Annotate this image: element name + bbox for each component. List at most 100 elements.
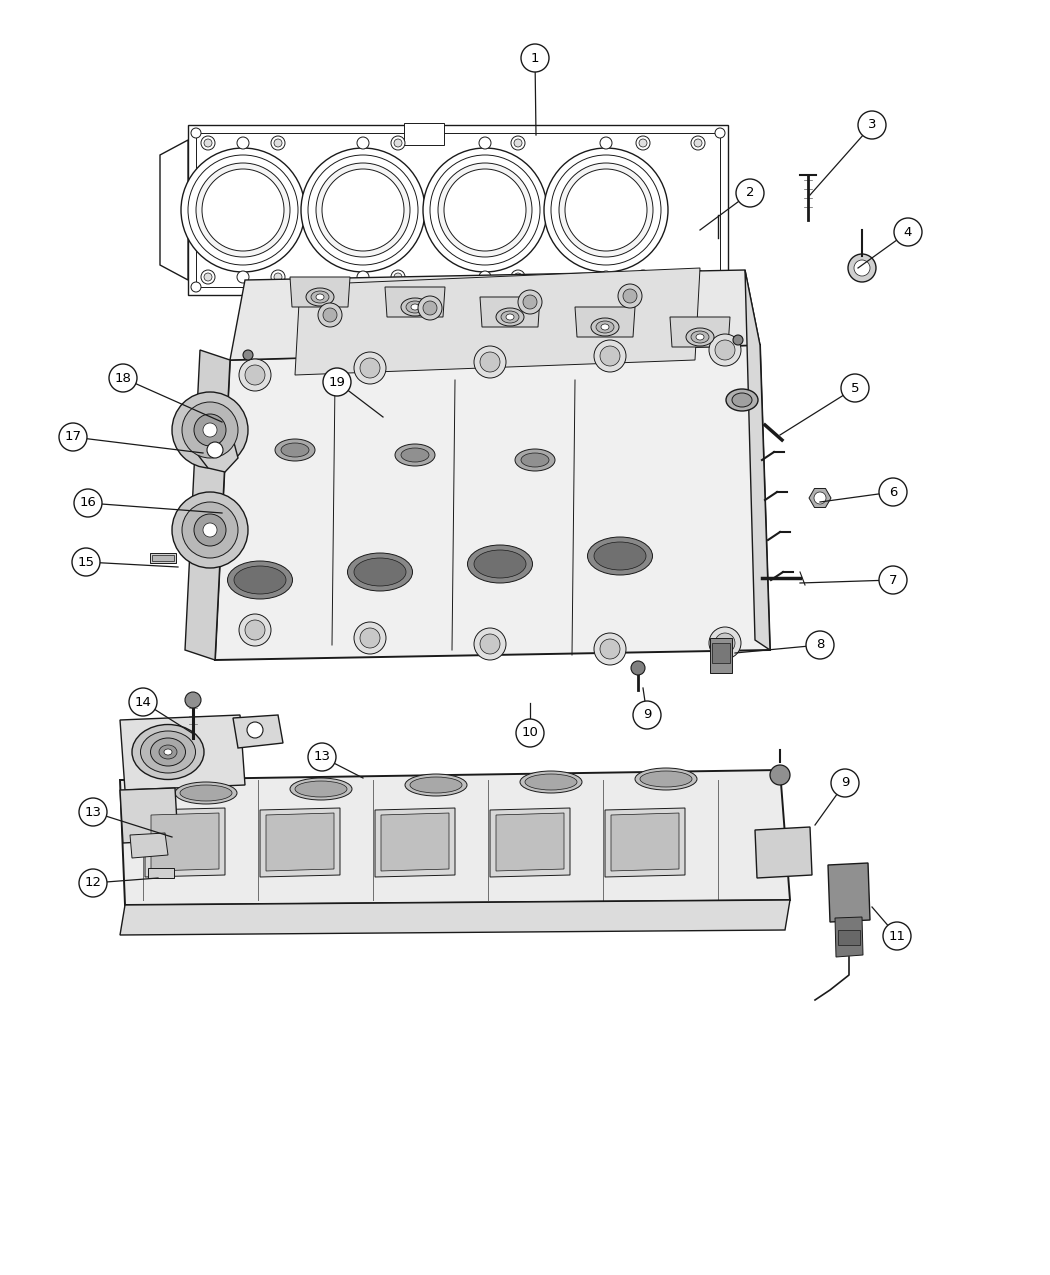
Text: 16: 16 (80, 496, 97, 510)
Ellipse shape (405, 774, 467, 796)
Text: 7: 7 (888, 574, 898, 586)
Circle shape (109, 363, 136, 391)
Circle shape (600, 346, 620, 366)
Circle shape (203, 423, 217, 437)
Ellipse shape (514, 449, 555, 470)
Circle shape (883, 922, 911, 950)
Ellipse shape (306, 288, 334, 306)
Circle shape (360, 629, 380, 648)
Circle shape (709, 627, 741, 659)
Circle shape (423, 301, 437, 315)
Circle shape (879, 566, 907, 594)
Circle shape (59, 423, 87, 451)
Ellipse shape (686, 328, 714, 346)
Text: 13: 13 (84, 806, 102, 819)
Circle shape (841, 374, 869, 402)
Polygon shape (381, 813, 449, 871)
Polygon shape (145, 808, 225, 877)
Circle shape (274, 273, 282, 281)
Circle shape (245, 365, 265, 385)
Bar (838, 929, 860, 945)
Circle shape (736, 179, 764, 207)
Polygon shape (611, 813, 679, 871)
Polygon shape (120, 770, 790, 905)
Circle shape (715, 632, 735, 653)
Polygon shape (375, 808, 455, 877)
Polygon shape (120, 715, 245, 790)
Circle shape (691, 136, 705, 150)
Circle shape (474, 629, 506, 660)
Polygon shape (130, 833, 168, 858)
Text: 4: 4 (904, 226, 912, 238)
Circle shape (691, 270, 705, 284)
Circle shape (694, 139, 702, 147)
Ellipse shape (410, 776, 462, 793)
Circle shape (323, 309, 337, 323)
Circle shape (354, 622, 386, 654)
Circle shape (79, 870, 107, 898)
Ellipse shape (691, 332, 709, 343)
Circle shape (237, 136, 249, 149)
Circle shape (639, 273, 647, 281)
Polygon shape (198, 428, 238, 472)
Text: 8: 8 (816, 639, 824, 652)
Ellipse shape (348, 553, 413, 592)
Circle shape (715, 128, 724, 138)
Ellipse shape (635, 768, 697, 790)
Circle shape (694, 273, 702, 281)
Polygon shape (385, 287, 445, 317)
Polygon shape (808, 488, 831, 507)
Ellipse shape (132, 724, 204, 779)
Circle shape (709, 334, 741, 366)
Circle shape (479, 136, 491, 149)
Text: 14: 14 (134, 695, 151, 709)
Circle shape (316, 163, 410, 258)
Ellipse shape (164, 748, 172, 755)
Polygon shape (188, 125, 728, 295)
Circle shape (394, 139, 402, 147)
Circle shape (271, 136, 285, 150)
Circle shape (74, 490, 102, 516)
Bar (712, 643, 730, 663)
Circle shape (418, 296, 442, 320)
Circle shape (594, 632, 626, 666)
Ellipse shape (411, 303, 419, 310)
Circle shape (514, 139, 522, 147)
Bar (152, 555, 174, 561)
Circle shape (600, 639, 620, 659)
Circle shape (715, 340, 735, 360)
Circle shape (185, 692, 201, 708)
Circle shape (423, 148, 547, 272)
Circle shape (831, 769, 859, 797)
Ellipse shape (467, 544, 532, 583)
Text: 9: 9 (643, 709, 651, 722)
Polygon shape (496, 813, 564, 871)
Ellipse shape (234, 566, 286, 594)
Polygon shape (670, 317, 730, 347)
Circle shape (631, 660, 645, 674)
Text: 2: 2 (746, 186, 754, 199)
Circle shape (207, 442, 223, 458)
Circle shape (806, 631, 834, 659)
Circle shape (391, 136, 405, 150)
Circle shape (245, 620, 265, 640)
Circle shape (600, 272, 612, 283)
Text: 10: 10 (522, 727, 539, 739)
Text: 6: 6 (888, 486, 897, 499)
Polygon shape (185, 351, 230, 660)
Circle shape (394, 273, 402, 281)
Circle shape (894, 218, 922, 246)
Ellipse shape (281, 442, 309, 456)
Polygon shape (605, 808, 685, 877)
Circle shape (514, 273, 522, 281)
Polygon shape (480, 297, 540, 326)
Ellipse shape (601, 324, 609, 330)
Circle shape (202, 170, 284, 251)
Circle shape (594, 340, 626, 372)
Ellipse shape (395, 444, 435, 465)
Polygon shape (575, 307, 635, 337)
Circle shape (196, 163, 290, 258)
Circle shape (521, 45, 549, 71)
Circle shape (301, 148, 425, 272)
Text: 18: 18 (114, 371, 131, 385)
